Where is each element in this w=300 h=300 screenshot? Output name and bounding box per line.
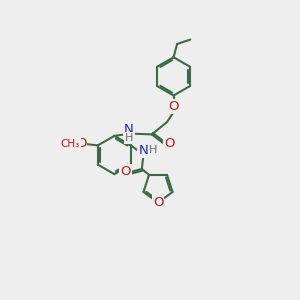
Text: O: O [153,196,163,209]
Text: O: O [120,165,130,178]
Text: O: O [168,100,179,113]
Text: N: N [124,123,134,136]
Text: N: N [138,144,148,157]
Text: H: H [125,133,133,143]
Text: CH₃: CH₃ [61,139,80,149]
Text: O: O [164,137,175,150]
Text: O: O [76,137,86,151]
Text: H: H [148,145,157,155]
